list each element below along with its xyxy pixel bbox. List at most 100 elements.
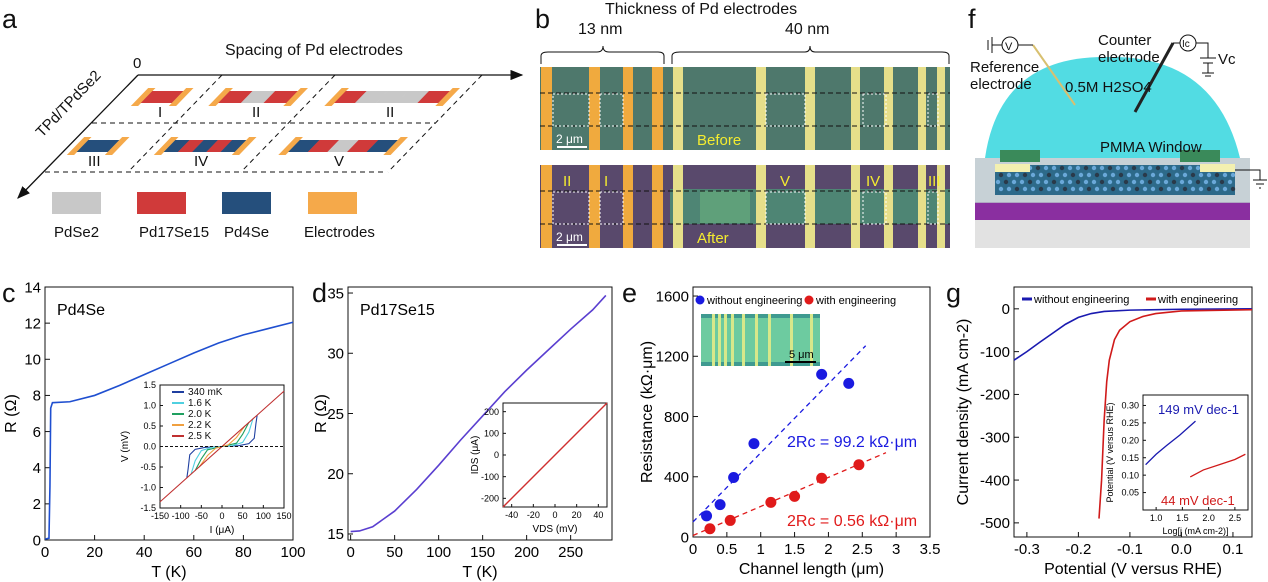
atom [1043,179,1049,185]
material-annotation: Pd4Se [57,302,105,319]
atom [1150,172,1156,178]
device-5 [278,137,408,155]
atom [1019,179,1025,185]
channel-box [862,93,887,127]
atom [1142,172,1148,178]
y-tick-label: 100 [484,428,499,438]
atom [1163,179,1169,185]
x-tick-label: -20 [527,510,540,520]
y-tick-label: -1.0 [140,483,156,493]
x-tick-label: 0 [552,510,557,520]
atom [1227,179,1233,185]
y-tick-label: 2 [33,496,41,513]
y-tick-label: 1.0 [143,401,156,411]
device-segment [435,88,460,106]
electrode-40nm [756,165,766,248]
device-segment [76,140,120,152]
y-axis-label: Current density (mA cm-2) [955,319,972,506]
x-tick-label: 50 [386,544,403,561]
device-segment [153,137,179,155]
y-tick-label: 1600 [656,288,689,305]
device-segment [396,91,430,103]
device-segment [375,91,409,103]
tafel-slope-red: 44 mV dec-1 [1161,493,1235,508]
legend-label: Pd4Se [224,224,269,241]
ground-icon [1235,169,1267,189]
atom [1182,172,1188,178]
channel-box [599,191,624,225]
legend-label: Electrodes [304,224,375,241]
atom [1123,165,1129,171]
electrode [755,314,758,366]
y-tick-label: 8 [33,388,41,405]
x-tick-label: 3 [892,541,900,558]
x-axis-label: Log[j (mA cm-2)] [1162,526,1228,536]
atom [1174,186,1180,192]
y-tick-label: 200 [484,407,499,417]
channel-box [599,93,624,127]
reference-electrode-label-2: electrode [970,76,1032,93]
atom [1003,179,1009,185]
electrode-13nm [623,165,633,248]
atom [1110,186,1116,192]
electrode-right [1200,164,1235,172]
device-segment [288,140,320,152]
electrode-13nm [589,67,600,150]
device-3 [66,137,130,155]
atom [1022,186,1028,192]
electrode-40nm [805,67,815,150]
legend-label: 2.0 K [188,409,212,420]
x-tick-label: 3.5 [920,541,941,558]
atom [1054,172,1060,178]
y-tick-label: 1.5 [143,380,156,390]
device-segment [140,91,184,103]
tafel-slope-blue: 149 mV dec-1 [1158,402,1239,417]
legend-swatch [137,192,186,214]
device-segment [208,88,233,106]
electrode-40nm [851,67,860,150]
electrode [790,314,793,366]
device-segment [263,91,299,103]
atom [1118,186,1124,192]
origin-label: 0 [133,55,141,72]
x-tick-label: 1.5 [784,541,805,558]
x-tick-label: -0.1 [1117,541,1143,558]
device-segment [355,91,388,103]
x-tick-label: 50 [238,511,248,521]
atom [1094,186,1100,192]
y-tick-label: -200 [481,493,499,503]
device-segment [66,137,92,155]
y-tick-label: 0 [1002,301,1010,318]
device-label: III [88,153,101,170]
legend-label: with engineering [815,295,896,307]
legend-label: 2.5 K [188,431,212,442]
x-tick-label: 20 [86,544,103,561]
atom [1190,186,1196,192]
atom [1115,179,1121,185]
electrode-40nm [884,67,893,150]
panel-label-b: b [535,4,550,34]
x-tick-label: 2.0 [1202,513,1215,523]
y-tick-label: 0.05 [1121,488,1139,498]
legend-label: PdSe2 [54,224,99,241]
x-tick-label: -150 [151,511,169,521]
electrode-40nm [937,67,945,150]
scale-bar-label: 2 μm [556,132,583,146]
atom [1139,165,1145,171]
y-tick-label: 1200 [656,349,689,366]
y-tick-label: 0 [681,529,689,546]
device-segment [168,88,194,106]
device-label: V [334,153,344,170]
atom [1158,186,1164,192]
legend-label: Pd17Se15 [139,224,209,241]
atom [1067,165,1073,171]
atom [1166,172,1172,178]
atom [1179,165,1185,171]
atom [1126,172,1132,178]
x-tick-label: 100 [256,511,271,521]
data-point [714,499,726,511]
group-40nm-label: 40 nm [785,21,829,38]
ammeter-icon [1179,34,1197,52]
atom [1110,172,1116,178]
